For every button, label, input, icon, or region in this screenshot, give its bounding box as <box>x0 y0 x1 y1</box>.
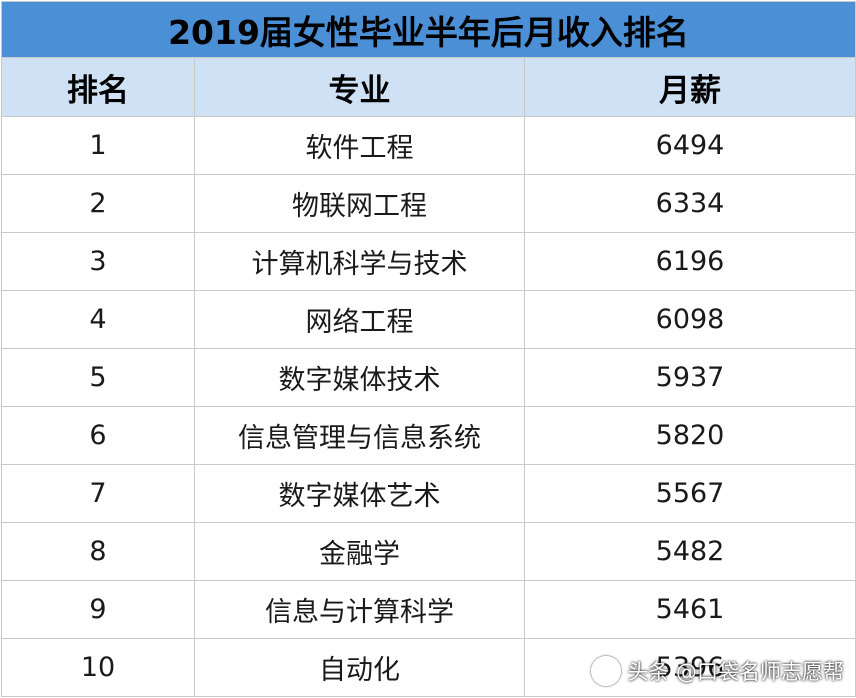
salary-cell: 5937 <box>524 348 856 407</box>
major-cell: 信息管理与信息系统 <box>194 406 525 465</box>
major-cell: 金融学 <box>194 522 525 581</box>
table-row: 1 软件工程 6494 <box>1 116 856 175</box>
rank-cell: 6 <box>1 406 195 465</box>
table-row: 6 信息管理与信息系统 5820 <box>1 406 856 465</box>
table-row: 2 物联网工程 6334 <box>1 174 856 233</box>
header-major: 专业 <box>194 57 525 117</box>
salary-cell: 6196 <box>524 232 856 291</box>
salary-cell: 5820 <box>524 406 856 465</box>
rank-cell: 4 <box>1 290 195 349</box>
major-cell: 物联网工程 <box>194 174 525 233</box>
major-cell: 数字媒体艺术 <box>194 464 525 523</box>
rank-cell: 2 <box>1 174 195 233</box>
salary-cell: 6334 <box>524 174 856 233</box>
table-row: 3 计算机科学与技术 6196 <box>1 232 856 291</box>
rank-cell: 9 <box>1 580 195 639</box>
major-cell: 数字媒体技术 <box>194 348 525 407</box>
major-cell: 网络工程 <box>194 290 525 349</box>
rank-cell: 3 <box>1 232 195 291</box>
rank-cell: 1 <box>1 116 195 175</box>
table-row: 9 信息与计算科学 5461 <box>1 580 856 639</box>
table-title-row: 2019届女性毕业半年后月收入排名 <box>1 1 856 58</box>
major-cell: 信息与计算科学 <box>194 580 525 639</box>
table-row: 7 数字媒体艺术 5567 <box>1 464 856 523</box>
table-row: 5 数字媒体技术 5937 <box>1 348 856 407</box>
table-row: 4 网络工程 6098 <box>1 290 856 349</box>
rank-cell: 10 <box>1 638 195 697</box>
salary-cell: 6494 <box>524 116 856 175</box>
header-salary: 月薪 <box>524 57 856 117</box>
rank-cell: 5 <box>1 348 195 407</box>
salary-cell: 5482 <box>524 522 856 581</box>
table-row: 8 金融学 5482 <box>1 522 856 581</box>
rank-cell: 7 <box>1 464 195 523</box>
salary-cell: 6098 <box>524 290 856 349</box>
table-row: 10 自动化 5396 <box>1 638 856 697</box>
rank-cell: 8 <box>1 522 195 581</box>
header-rank: 排名 <box>1 57 195 117</box>
major-cell: 计算机科学与技术 <box>194 232 525 291</box>
salary-cell: 5396 <box>524 638 856 697</box>
table-header-row: 排名 专业 月薪 <box>1 57 856 117</box>
table-title: 2019届女性毕业半年后月收入排名 <box>1 1 856 58</box>
salary-cell: 5567 <box>524 464 856 523</box>
major-cell: 软件工程 <box>194 116 525 175</box>
salary-cell: 5461 <box>524 580 856 639</box>
major-cell: 自动化 <box>194 638 525 697</box>
